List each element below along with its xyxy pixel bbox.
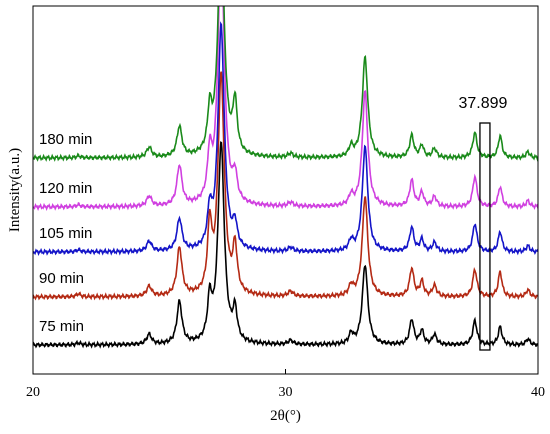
x-tick-label: 40 [531,385,545,400]
x-axis-ticks: 20 30 40 [26,369,545,400]
annotation-label: 37.899 [458,95,507,112]
series-label: 120 min [39,180,92,197]
x-tick-label: 30 [279,385,293,400]
series-line-120-min [33,6,538,212]
series-label: 105 min [39,225,92,242]
series-traces [33,6,538,349]
series-labels: 75 min 90 min 105 min 120 min 180 min [39,131,92,335]
x-axis-title: 2θ(°) [270,408,301,424]
annotation-group: 37.899 [458,95,508,351]
series-label: 180 min [39,131,92,148]
y-axis-title: Intensity(a.u.) [7,148,23,232]
series-line-180-min [33,6,538,162]
series-line-90-min [33,71,538,301]
annotation-highlight-box [479,122,491,351]
series-label: 90 min [39,270,84,287]
series-label: 75 min [39,318,84,335]
x-tick-label: 20 [26,385,40,400]
series-line-105-min [33,21,538,256]
series-line-75-min [33,141,538,349]
